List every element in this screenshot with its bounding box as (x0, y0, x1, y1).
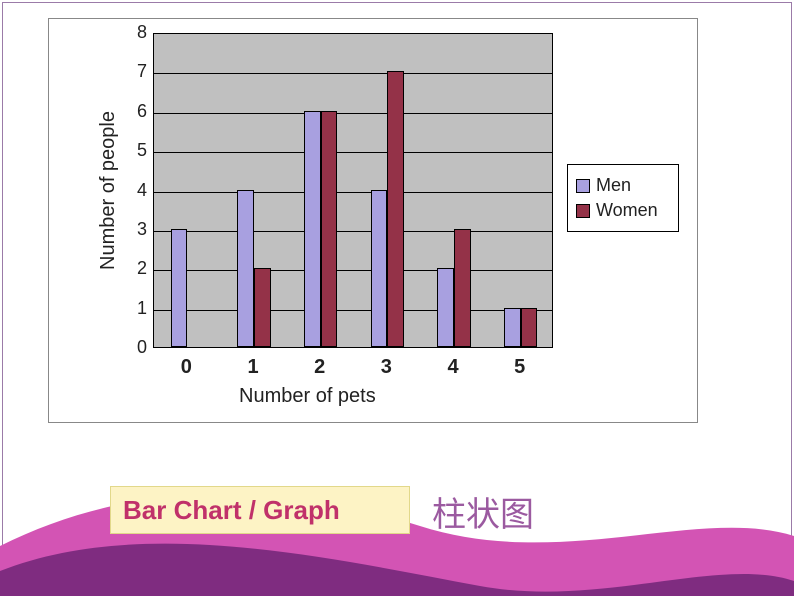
gridline (154, 231, 552, 232)
y-tick-label: 1 (131, 298, 147, 319)
bar (254, 268, 271, 347)
y-tick-label: 8 (131, 22, 147, 43)
y-tick-label: 5 (131, 140, 147, 161)
gridline (154, 270, 552, 271)
bar (437, 268, 454, 347)
bar (171, 229, 188, 347)
x-tick-label: 4 (443, 356, 463, 379)
gridline (154, 152, 552, 153)
bar (454, 229, 471, 347)
y-tick-label: 6 (131, 101, 147, 122)
x-tick-label: 0 (176, 356, 196, 379)
plot-area (153, 33, 553, 348)
caption-en: Bar Chart / Graph (123, 495, 340, 526)
legend-item-men: Men (576, 175, 670, 196)
bar (504, 308, 521, 347)
bar (387, 71, 404, 347)
bar (237, 190, 254, 348)
y-tick-label: 4 (131, 180, 147, 201)
gridline (154, 73, 552, 74)
caption-box: Bar Chart / Graph (110, 486, 410, 534)
legend: Men Women (567, 164, 679, 232)
y-tick-label: 0 (131, 337, 147, 358)
legend-label-men: Men (596, 175, 631, 196)
caption-cn: 柱状图 (432, 487, 534, 536)
bar (321, 111, 338, 347)
bar (521, 308, 538, 347)
gridline (154, 113, 552, 114)
legend-item-women: Women (576, 200, 670, 221)
x-tick-label: 5 (510, 356, 530, 379)
x-tick-label: 2 (310, 356, 330, 379)
bar (304, 111, 321, 347)
legend-swatch-women (576, 204, 590, 218)
y-tick-label: 3 (131, 219, 147, 240)
x-axis-title: Number of pets (239, 385, 376, 408)
chart-container: 0 1 2 3 4 5 6 7 8 0 1 2 3 4 5 Number of people Number… (48, 18, 698, 423)
y-axis-title: Number of people (97, 111, 120, 270)
gridline (154, 192, 552, 193)
x-tick-label: 1 (243, 356, 263, 379)
legend-swatch-men (576, 179, 590, 193)
y-tick-label: 2 (131, 258, 147, 279)
gridline (154, 310, 552, 311)
x-tick-label: 3 (376, 356, 396, 379)
legend-label-women: Women (596, 200, 658, 221)
bar (371, 190, 388, 348)
y-tick-label: 7 (131, 61, 147, 82)
